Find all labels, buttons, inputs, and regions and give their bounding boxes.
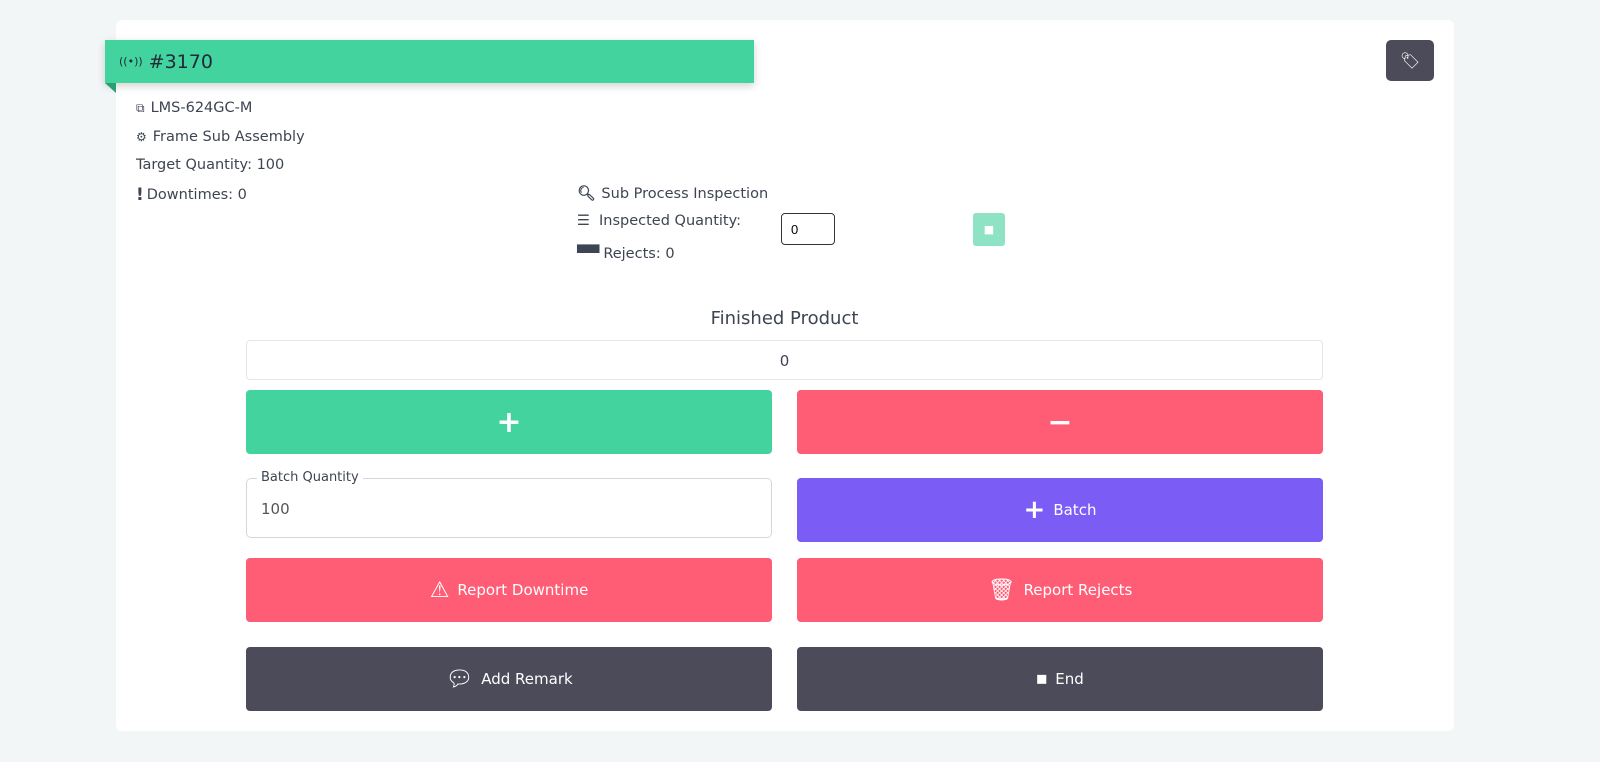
add-remark-label: Add Remark bbox=[481, 670, 573, 688]
warning-icon: ⚠ bbox=[429, 577, 450, 603]
increment-button[interactable]: + bbox=[246, 390, 772, 454]
minus-icon: − bbox=[1047, 404, 1073, 440]
finished-product-count: 0 bbox=[246, 340, 1323, 380]
part-number: ⧉ LMS-624GC-M bbox=[136, 100, 252, 116]
report-rejects-button[interactable]: 🗑︎ Report Rejects bbox=[797, 558, 1323, 622]
ribbon-fold bbox=[105, 83, 116, 93]
end-button[interactable]: ⏹︎ End bbox=[797, 647, 1323, 711]
search-icon: 🔍︎ bbox=[577, 186, 596, 202]
report-downtime-label: Report Downtime bbox=[457, 581, 589, 599]
rejects-text: Rejects: 0 bbox=[603, 246, 675, 262]
align-center-icon: ☰ bbox=[577, 213, 590, 229]
save-inspection-button[interactable]: ■ bbox=[973, 213, 1005, 246]
add-remark-button[interactable]: 💬︎ Add Remark bbox=[246, 647, 772, 711]
process-name: ⚙ Frame Sub Assembly bbox=[136, 129, 305, 145]
report-downtime-button[interactable]: ⚠ Report Downtime bbox=[246, 558, 772, 622]
part-text: LMS-624GC-M bbox=[150, 100, 253, 116]
batch-quantity-input[interactable] bbox=[259, 499, 659, 519]
broadcast-icon: ((•)) bbox=[119, 55, 143, 68]
tags-button[interactable]: 🏷 bbox=[1386, 40, 1434, 81]
job-id: #3170 bbox=[148, 50, 213, 73]
downtimes-text: Downtimes: 0 bbox=[146, 187, 247, 203]
rejects-count: ▀▀ Rejects: 0 bbox=[577, 246, 675, 262]
decrement-button[interactable]: − bbox=[797, 390, 1323, 454]
stop-circle-icon: ⏹︎ bbox=[1036, 666, 1048, 692]
downtimes: ! Downtimes: 0 bbox=[136, 185, 247, 205]
plus-icon: + bbox=[496, 404, 522, 440]
copy-icon: ⧉ bbox=[136, 100, 145, 115]
process-text: Frame Sub Assembly bbox=[152, 129, 305, 145]
inspected-label: ☰ Inspected Quantity: bbox=[577, 213, 741, 229]
tags-icon: 🏷 bbox=[1399, 51, 1421, 70]
report-rejects-label: Report Rejects bbox=[1023, 581, 1133, 599]
batch-quantity-field[interactable]: Batch Quantity bbox=[246, 470, 772, 538]
save-icon: ■ bbox=[983, 223, 995, 236]
inspection-title: 🔍︎ Sub Process Inspection bbox=[577, 185, 769, 203]
add-batch-label: Batch bbox=[1053, 501, 1097, 519]
end-label: End bbox=[1055, 670, 1084, 688]
dumpster-icon: ▀▀ bbox=[577, 246, 600, 262]
inspected-label-text: Inspected Quantity: bbox=[599, 213, 742, 229]
target-quantity: Target Quantity: 100 bbox=[136, 157, 285, 173]
trash-icon: 🗑︎ bbox=[987, 577, 1016, 603]
plus-icon: + bbox=[1023, 495, 1046, 525]
add-batch-button[interactable]: + Batch bbox=[797, 478, 1323, 542]
gear-icon: ⚙ bbox=[136, 130, 147, 144]
job-ribbon: ((•)) #3170 bbox=[105, 40, 754, 83]
exclamation-icon: ! bbox=[136, 185, 144, 205]
finished-product-title: Finished Product bbox=[710, 308, 859, 329]
comment-icon: 💬︎ bbox=[445, 666, 474, 692]
inspected-quantity-input[interactable] bbox=[781, 213, 835, 245]
inspection-title-text: Sub Process Inspection bbox=[601, 185, 769, 202]
batch-quantity-label: Batch Quantity bbox=[257, 470, 363, 485]
